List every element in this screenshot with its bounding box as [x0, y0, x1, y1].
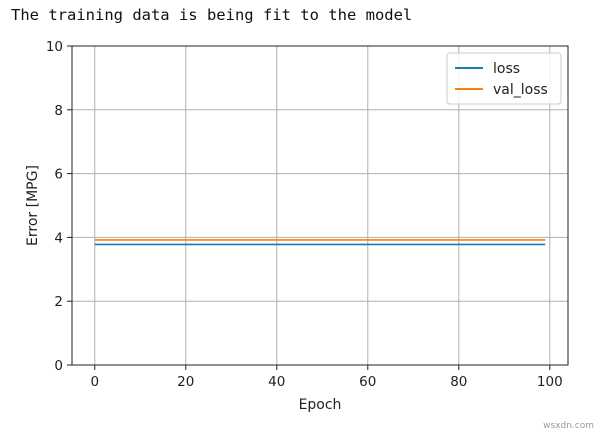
y-tick-label: 0 — [54, 358, 63, 374]
series-lines — [94, 239, 546, 246]
console-output-text: The training data is being fit to the mo… — [11, 6, 413, 24]
x-tick-label: 40 — [268, 374, 285, 390]
y-tick-label: 2 — [54, 294, 63, 310]
legend-box — [446, 52, 562, 105]
y-tick-label: 4 — [54, 230, 63, 246]
legend-label: loss — [493, 61, 520, 77]
y-tick-label: 6 — [54, 167, 63, 183]
legend-label: val_loss — [493, 82, 548, 98]
y-tick-label: 8 — [54, 103, 63, 119]
x-tick-label: 100 — [537, 374, 563, 390]
plot-frame — [71, 45, 569, 366]
x-tick-label: 60 — [359, 374, 376, 390]
y-axis-label: Error [MPG] — [25, 165, 41, 246]
legend: loss val_loss — [446, 52, 562, 105]
watermark-text: wsxdn.com — [543, 421, 594, 431]
x-axis-label: Epoch — [299, 397, 342, 413]
axis-ticks: 0 20 40 60 80 100 0 2 4 6 8 10 — [46, 39, 563, 390]
y-tick-label: 10 — [46, 39, 63, 55]
x-tick-label: 20 — [177, 374, 194, 390]
x-tick-label: 80 — [450, 374, 467, 390]
x-tick-label: 0 — [90, 374, 99, 390]
